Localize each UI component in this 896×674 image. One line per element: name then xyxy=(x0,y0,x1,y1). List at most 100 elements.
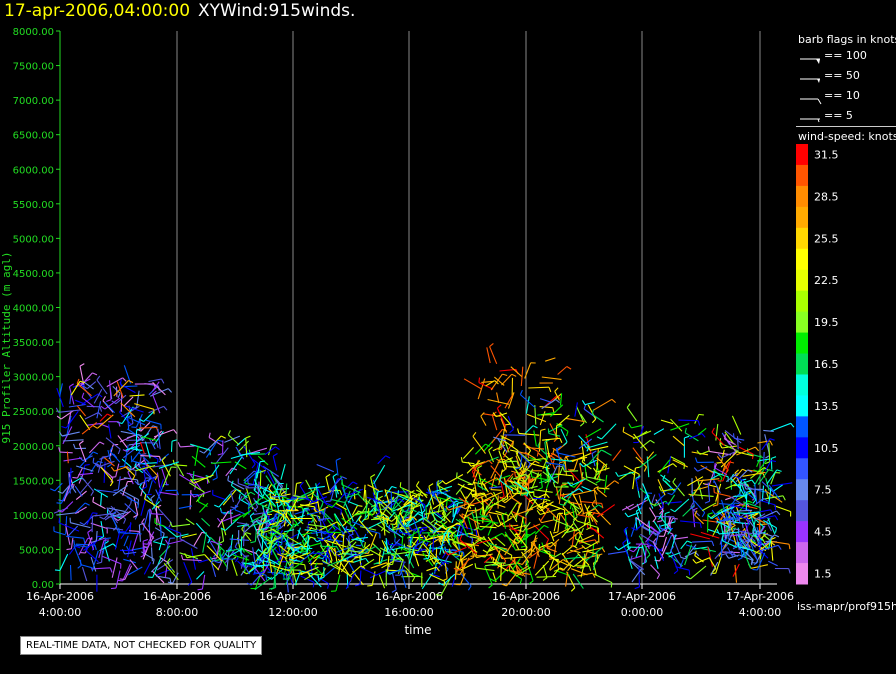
wind-barb-flag xyxy=(716,462,722,464)
wind-barb xyxy=(517,533,526,544)
wind-barb xyxy=(496,546,513,556)
wind-barb xyxy=(515,532,528,548)
wind-barb-flag xyxy=(468,556,474,561)
wind-barb-flag xyxy=(734,469,739,474)
wind-barb xyxy=(163,538,171,560)
wind-barb xyxy=(710,473,721,480)
wind-barb-flag xyxy=(446,532,449,538)
wind-barb-flag xyxy=(398,527,401,533)
wind-barb-flag xyxy=(725,553,730,559)
wind-barb-flag xyxy=(150,494,155,499)
wind-barb xyxy=(655,494,665,504)
wind-barb-flag xyxy=(163,406,168,411)
wind-barb-flag xyxy=(230,506,236,509)
wind-barb-flag xyxy=(316,482,321,487)
wind-barb xyxy=(746,543,758,560)
barb-flag-50: == 50 xyxy=(796,66,896,86)
wind-barb xyxy=(151,501,160,510)
wind-barb-flag xyxy=(527,450,532,455)
wind-barb xyxy=(185,518,195,526)
wind-barb xyxy=(244,519,258,533)
wind-barb xyxy=(66,415,72,436)
wind-barb xyxy=(148,437,156,450)
wind-barb-flag xyxy=(137,503,140,509)
wind-barb xyxy=(623,465,640,475)
wind-barb xyxy=(748,520,756,530)
wind-barb xyxy=(391,524,396,539)
wind-barb xyxy=(172,523,191,528)
wind-barb xyxy=(566,546,585,555)
wind-barb-flag xyxy=(357,510,363,513)
wind-barb-flag xyxy=(286,561,292,563)
wind-barb xyxy=(545,462,565,466)
wind-barb-flag xyxy=(769,438,775,441)
wind-barb-flag xyxy=(583,443,587,449)
wind-barb-flag xyxy=(423,557,429,560)
wind-barb xyxy=(373,464,386,485)
wind-barb xyxy=(565,571,569,587)
wind-barb-flag xyxy=(262,552,268,554)
wind-barb xyxy=(525,446,545,450)
wind-barb xyxy=(757,469,770,485)
wind-barb xyxy=(81,421,98,435)
barb-flag-label: == 5 xyxy=(824,109,853,122)
wind-barb-flag xyxy=(238,493,241,499)
wind-barb xyxy=(442,548,464,553)
wind-barb xyxy=(141,425,154,442)
wind-barb xyxy=(153,536,164,542)
wind-barb xyxy=(563,488,580,499)
wind-barb xyxy=(155,507,158,526)
wind-barb-flag xyxy=(544,439,550,443)
color-scale-swatch xyxy=(796,332,808,355)
wind-barb-flag xyxy=(453,500,459,503)
wind-barb-flag xyxy=(697,420,701,426)
wind-barb xyxy=(272,455,278,471)
wind-barb xyxy=(252,564,266,582)
wind-barb-flag xyxy=(290,552,295,558)
wind-barb xyxy=(386,538,401,554)
wind-barb xyxy=(175,462,185,477)
wind-barb xyxy=(743,532,756,550)
wind-barb xyxy=(637,425,645,443)
color-scale-swatch xyxy=(796,227,808,250)
wind-barb-flag xyxy=(711,509,716,515)
wind-barb xyxy=(368,520,384,529)
wind-barb xyxy=(267,535,277,554)
wind-barb xyxy=(352,526,360,538)
wind-barb xyxy=(69,467,72,487)
wind-barb xyxy=(108,507,125,512)
wind-barb-flag xyxy=(118,527,121,533)
wind-barb xyxy=(127,417,130,430)
wind-barb xyxy=(597,527,600,543)
wind-barb xyxy=(736,509,753,512)
wind-barb xyxy=(763,520,777,529)
wind-barb xyxy=(97,414,114,429)
wind-barb-flag xyxy=(281,490,286,495)
wind-barb xyxy=(511,527,523,539)
wind-barb-flag xyxy=(527,463,531,469)
wind-barb-flag xyxy=(257,519,263,523)
wind-barb-flag xyxy=(694,550,697,556)
color-scale-swatch xyxy=(796,290,808,313)
wind-barb xyxy=(642,483,649,497)
wind-barb xyxy=(768,442,771,462)
wind-barb xyxy=(281,501,286,513)
wind-barb-flag xyxy=(187,581,193,586)
wind-barb xyxy=(350,565,362,576)
wind-barb-flag xyxy=(268,484,272,489)
wind-barb xyxy=(124,465,136,477)
wind-barb xyxy=(763,429,774,432)
wind-barb xyxy=(735,543,745,554)
wind-barb xyxy=(527,476,538,485)
wind-barb xyxy=(79,372,93,387)
wind-barb xyxy=(472,492,485,496)
wind-barb xyxy=(60,409,75,420)
wind-barb xyxy=(415,489,428,496)
wind-barb-flag xyxy=(408,537,413,543)
wind-barb xyxy=(526,500,548,511)
wind-barb xyxy=(715,423,719,441)
wind-barb-flag xyxy=(624,512,629,518)
wind-barb xyxy=(564,452,584,458)
wind-barb xyxy=(343,541,357,556)
wind-barb xyxy=(344,501,354,522)
